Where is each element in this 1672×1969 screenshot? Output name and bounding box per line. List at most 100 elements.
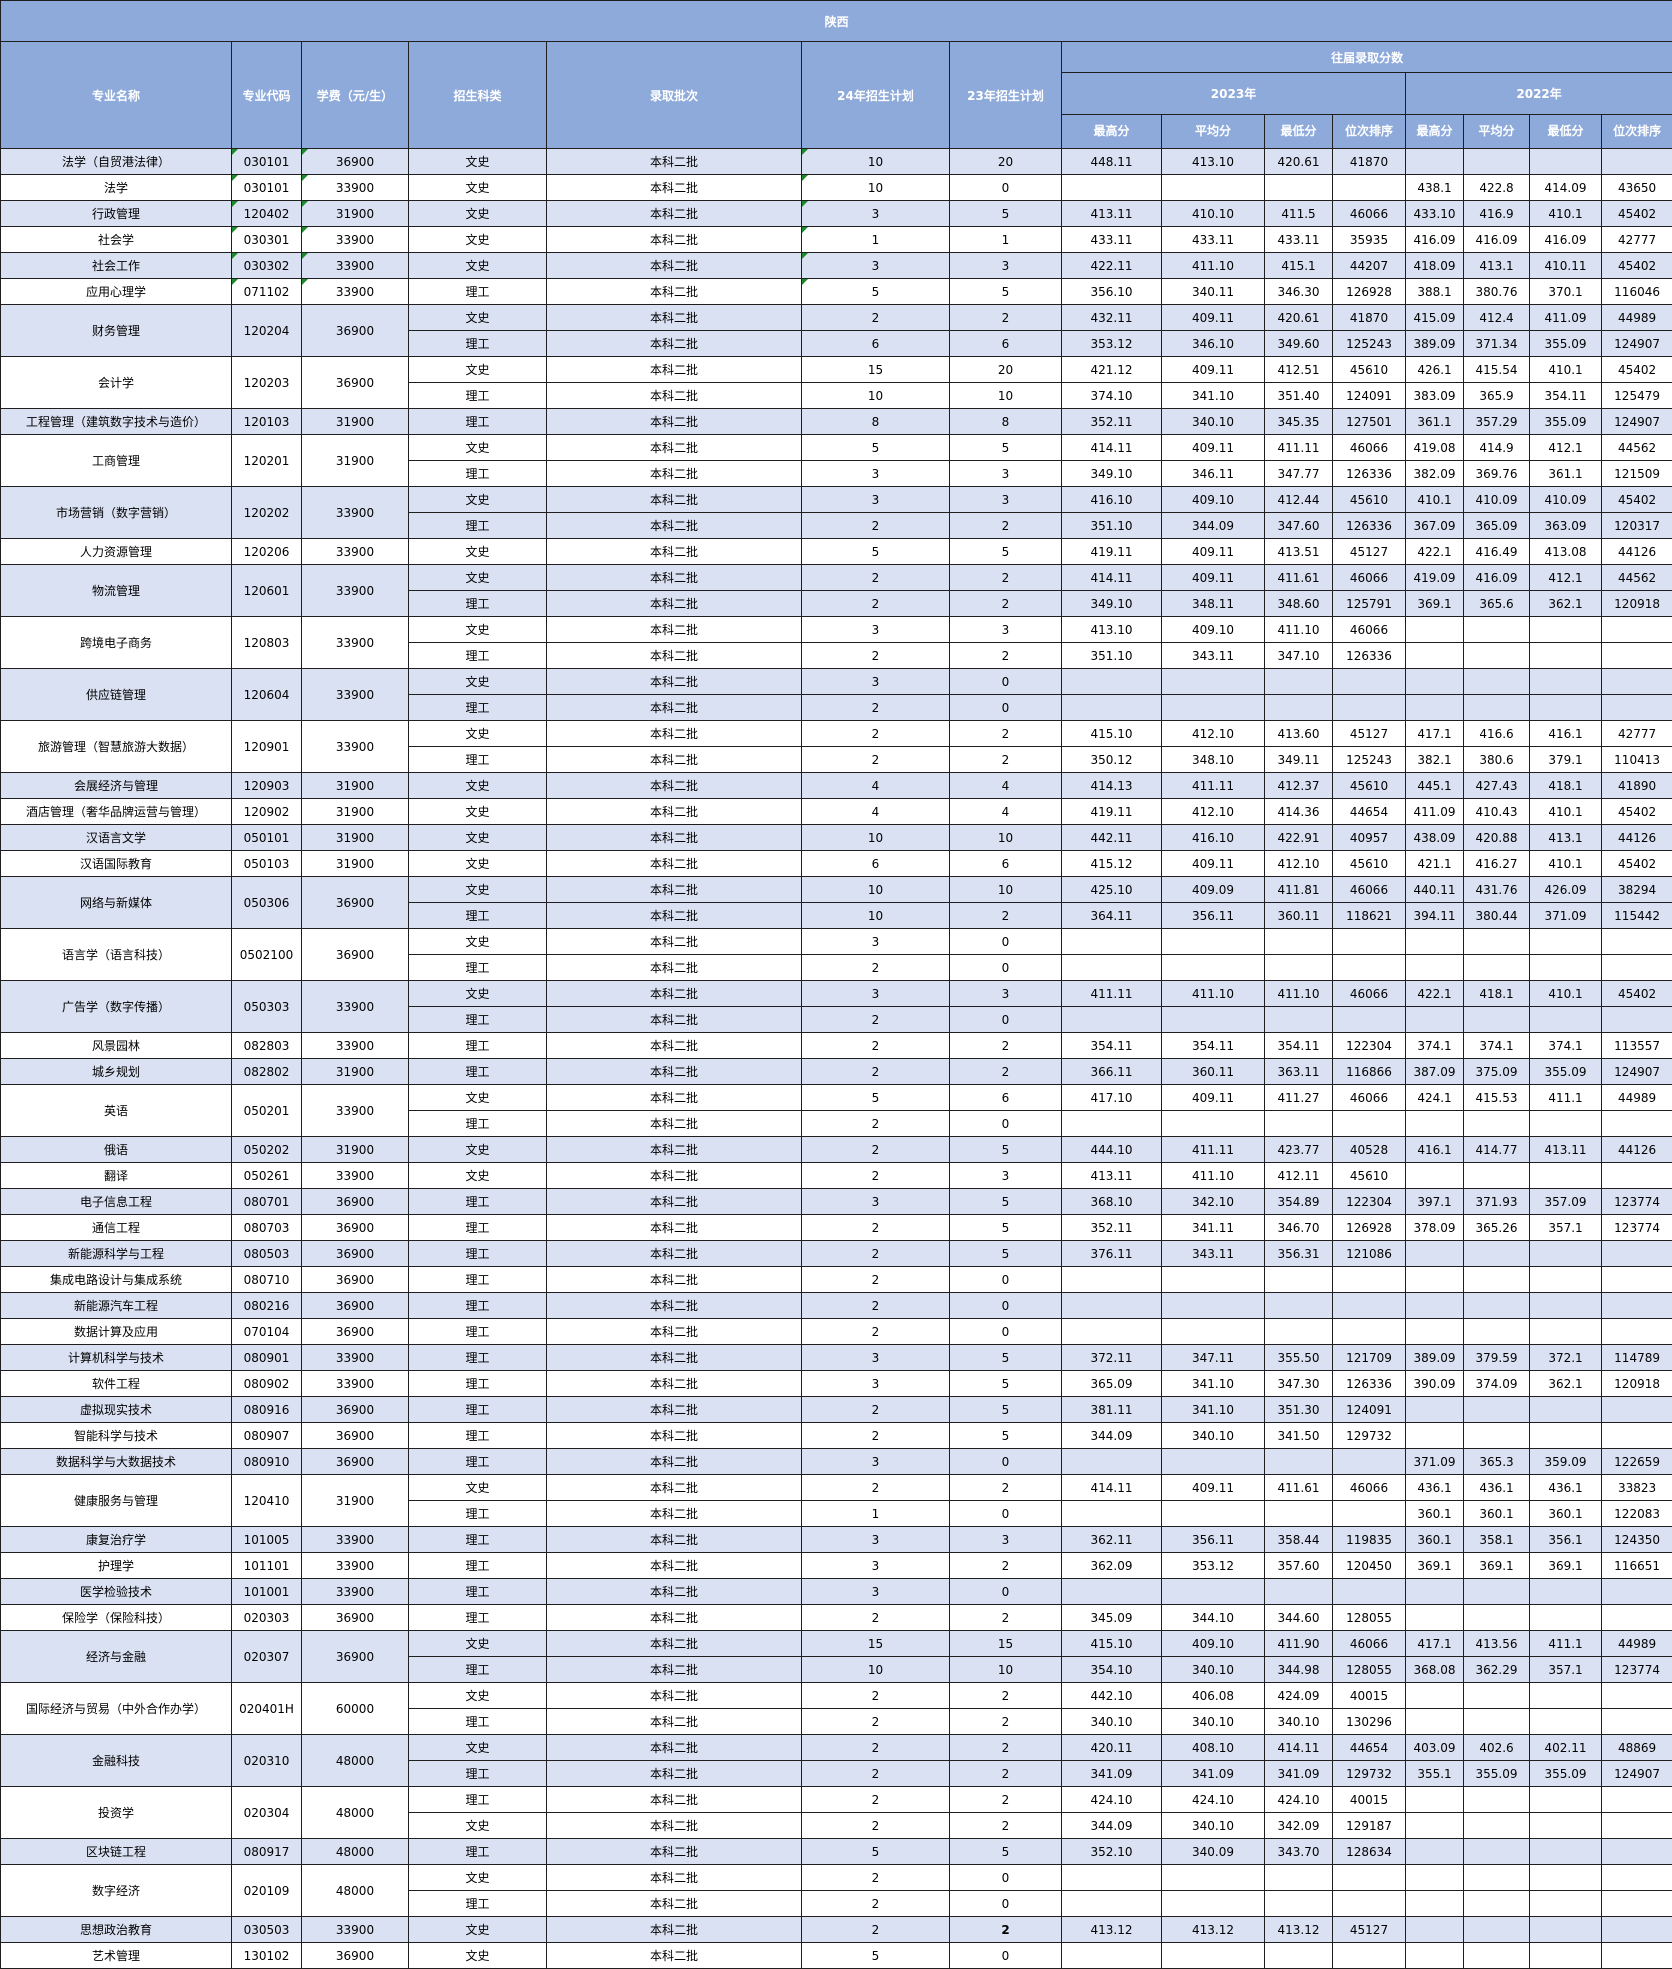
min-2023: 347.60 <box>1265 513 1333 539</box>
min-2023: 341.09 <box>1265 1761 1333 1787</box>
major-code: 020307 <box>232 1631 302 1683</box>
plan23: 2 <box>950 565 1062 591</box>
min-2022: 356.1 <box>1530 1527 1602 1553</box>
plan24: 2 <box>802 513 950 539</box>
plan23: 5 <box>950 1241 1062 1267</box>
major-name: 康复治疗学 <box>1 1527 232 1553</box>
min-2023: 411.10 <box>1265 981 1333 1007</box>
min-2022 <box>1530 1787 1602 1813</box>
major-name: 英语 <box>1 1085 232 1137</box>
category: 文史 <box>409 1163 547 1189</box>
max-2023: 353.12 <box>1062 331 1162 357</box>
avg-2023: 354.11 <box>1162 1033 1265 1059</box>
rank-2023: 45610 <box>1333 487 1406 513</box>
avg-2022 <box>1464 1163 1530 1189</box>
category: 理工 <box>409 331 547 357</box>
batch: 本科二批 <box>547 1267 802 1293</box>
avg-2023 <box>1162 1449 1265 1475</box>
max-2023: 421.12 <box>1062 357 1162 383</box>
avg-2022: 414.9 <box>1464 435 1530 461</box>
min-2023: 413.51 <box>1265 539 1333 565</box>
plan23: 2 <box>950 1813 1062 1839</box>
major-name: 集成电路设计与集成系统 <box>1 1267 232 1293</box>
max-2023: 341.09 <box>1062 1761 1162 1787</box>
major-name: 法学 <box>1 175 232 201</box>
rank-2023 <box>1333 669 1406 695</box>
min-2023: 342.09 <box>1265 1813 1333 1839</box>
max-2022: 367.09 <box>1406 513 1464 539</box>
rank-2023 <box>1333 1319 1406 1345</box>
rank-2022 <box>1602 617 1672 643</box>
min-2022: 411.1 <box>1530 1085 1602 1111</box>
rank-2023: 35935 <box>1333 227 1406 253</box>
avg-2023: 341.10 <box>1162 383 1265 409</box>
plan23: 6 <box>950 1085 1062 1111</box>
avg-2022: 427.43 <box>1464 773 1530 799</box>
rank-2023: 45610 <box>1333 773 1406 799</box>
batch: 本科二批 <box>547 487 802 513</box>
avg-2023 <box>1162 1501 1265 1527</box>
tuition-fee: 36900 <box>302 1319 409 1345</box>
avg-2023: 409.09 <box>1162 877 1265 903</box>
rank-2022 <box>1602 955 1672 981</box>
min-2022: 414.09 <box>1530 175 1602 201</box>
min-2022 <box>1530 1813 1602 1839</box>
plan24: 2 <box>802 1865 950 1891</box>
max-2023 <box>1062 1865 1162 1891</box>
category: 文史 <box>409 1917 547 1943</box>
max-2023: 442.10 <box>1062 1683 1162 1709</box>
min-2022: 412.1 <box>1530 565 1602 591</box>
avg-2022: 355.09 <box>1464 1761 1530 1787</box>
max-2023 <box>1062 175 1162 201</box>
avg-2023: 356.11 <box>1162 903 1265 929</box>
rank-2022: 44989 <box>1602 305 1672 331</box>
major-name: 法学（自贸港法律） <box>1 149 232 175</box>
major-code: 080902 <box>232 1371 302 1397</box>
max-2023 <box>1062 1007 1162 1033</box>
rank-2022: 44562 <box>1602 565 1672 591</box>
max-2022 <box>1406 643 1464 669</box>
avg-2022 <box>1464 1891 1530 1917</box>
category: 文史 <box>409 1631 547 1657</box>
major-code: 050261 <box>232 1163 302 1189</box>
batch: 本科二批 <box>547 1319 802 1345</box>
max-2022 <box>1406 1683 1464 1709</box>
batch: 本科二批 <box>547 1709 802 1735</box>
batch: 本科二批 <box>547 357 802 383</box>
min-2022: 357.1 <box>1530 1657 1602 1683</box>
plan24: 3 <box>802 1345 950 1371</box>
max-2023: 414.13 <box>1062 773 1162 799</box>
plan24: 15 <box>802 357 950 383</box>
min-2023 <box>1265 1943 1333 1969</box>
max-2023 <box>1062 1293 1162 1319</box>
rank-2022: 38294 <box>1602 877 1672 903</box>
avg-2022: 365.3 <box>1464 1449 1530 1475</box>
max-2023: 425.10 <box>1062 877 1162 903</box>
avg-2023 <box>1162 955 1265 981</box>
min-2022 <box>1530 1891 1602 1917</box>
plan24: 5 <box>802 279 950 305</box>
rank-2023: 45610 <box>1333 851 1406 877</box>
major-name: 翻译 <box>1 1163 232 1189</box>
rank-2023: 122304 <box>1333 1033 1406 1059</box>
min-2022: 369.1 <box>1530 1553 1602 1579</box>
tuition-fee: 33900 <box>302 539 409 565</box>
plan23: 20 <box>950 149 1062 175</box>
min-2022: 412.1 <box>1530 435 1602 461</box>
max-2022 <box>1406 149 1464 175</box>
tuition-fee: 36900 <box>302 1943 409 1969</box>
max-2022: 417.1 <box>1406 1631 1464 1657</box>
min-2022: 355.09 <box>1530 409 1602 435</box>
min-2023 <box>1265 669 1333 695</box>
rank-2023: 46066 <box>1333 617 1406 643</box>
tuition-fee: 33900 <box>302 175 409 201</box>
avg-2023 <box>1162 1579 1265 1605</box>
max-2022: 389.09 <box>1406 331 1464 357</box>
min-2022: 362.1 <box>1530 1371 1602 1397</box>
batch: 本科二批 <box>547 1631 802 1657</box>
